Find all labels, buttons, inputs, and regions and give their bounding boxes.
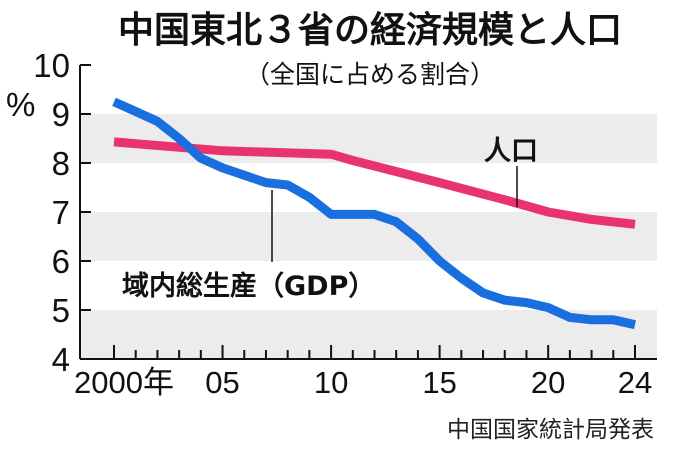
chart-title: 中国東北３省の経済規模と人口: [118, 10, 622, 51]
x-tick-label: 05: [205, 365, 239, 400]
y-tick-label: 4: [52, 341, 70, 378]
source-note: 中国国家統計局発表: [447, 417, 654, 443]
y-tick-label: 6: [52, 243, 70, 280]
grid-band: [80, 212, 657, 261]
x-tick-label: 24: [618, 365, 652, 400]
y-tick-label: 5: [52, 292, 70, 329]
series-label-population: 人口: [484, 136, 538, 167]
y-tick-label: 10: [33, 47, 70, 84]
x-tick-label: 20: [531, 365, 565, 400]
y-axis-unit: %: [6, 86, 35, 123]
x-tick-label: 15: [422, 365, 456, 400]
y-axis: 4 5 6 7 8 9 10: [33, 47, 91, 378]
series-lines: [112, 97, 636, 330]
x-axis: 2000年 05 10 15 20 24: [74, 345, 657, 400]
series-label-gdp: 域内総生産（GDP）: [122, 270, 375, 302]
y-tick-label: 8: [52, 145, 70, 182]
chart-subtitle: （全国に占める割合）: [245, 60, 495, 89]
grid-band: [80, 114, 657, 163]
x-tick-label: 2000年: [74, 365, 174, 400]
y-tick-label: 7: [52, 194, 70, 231]
x-tick-label: 10: [314, 365, 348, 400]
grid-bands: [80, 114, 657, 359]
y-tick-label: 9: [52, 96, 70, 133]
